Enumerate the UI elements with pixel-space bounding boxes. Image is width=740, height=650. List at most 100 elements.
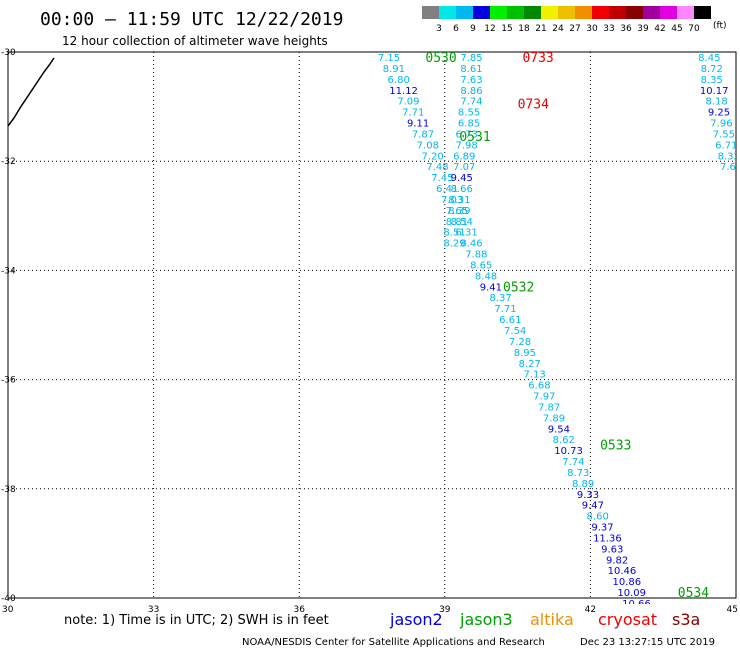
pass-time-label: 0733 — [522, 51, 553, 66]
satellite-legend: jason2 jason3 altika cryosat s3a — [389, 610, 700, 629]
swh-point: 6.61 — [499, 315, 521, 326]
color-bin-label: 70 — [688, 24, 700, 34]
plot-frame — [7, 51, 737, 599]
color-bin — [456, 6, 473, 19]
swh-point: 9.63 — [601, 544, 623, 555]
swh-point: 6.31 — [456, 228, 478, 239]
pass-time-label: 0531 — [459, 130, 490, 145]
swh-point: 9.41 — [480, 282, 502, 293]
swh-point: 7.97 — [533, 392, 555, 403]
swh-point: 7.07 — [453, 162, 475, 173]
x-tick-label: 42 — [585, 605, 596, 615]
color-bin — [490, 6, 507, 19]
swh-point: 8.27 — [519, 359, 541, 370]
swh-point: 9.54 — [548, 424, 570, 435]
swh-point: 8.81 — [446, 217, 468, 228]
coastline — [7, 57, 55, 127]
y-tick-label: -30 — [1, 48, 16, 58]
color-bin — [473, 6, 490, 19]
swh-point: 7.71 — [402, 108, 424, 119]
pass-time-label: 0734 — [518, 97, 549, 112]
satellite-legend-altika: altika — [530, 610, 574, 629]
swh-point: 7.65 — [446, 206, 468, 217]
swh-point: 8.48 — [475, 271, 497, 282]
swh-point: 7.13 — [523, 370, 545, 381]
swh-point: 8.89 — [572, 479, 594, 490]
swh-point: 9.33 — [577, 490, 599, 501]
swh-point: 6.73 — [456, 129, 478, 140]
color-bin-label: 24 — [552, 24, 564, 34]
footer-credit: NOAA/NESDIS Center for Satellite Applica… — [242, 637, 545, 648]
color-bin — [541, 6, 558, 19]
swh-point: 7.20 — [422, 151, 444, 162]
swh-point: 9.82 — [606, 555, 628, 566]
swh-point: 8.62 — [553, 435, 575, 446]
color-bin-label: 6 — [453, 24, 459, 34]
x-tick-label: 30 — [2, 605, 14, 615]
color-bin — [609, 6, 626, 19]
swh-point: 8.86 — [460, 86, 482, 97]
footer-note: note: 1) Time is in UTC; 2) SWH is in fe… — [64, 613, 329, 628]
swh-point: 8.39 — [448, 206, 470, 217]
swh-point: 7.54 — [504, 326, 526, 337]
swh-point: 8.54 — [451, 217, 473, 228]
swh-point: 10.17 — [700, 86, 729, 97]
swh-point: 8.45 — [698, 53, 720, 64]
swh-point: 8.73 — [567, 468, 589, 479]
swh-point: 10.09 — [617, 588, 646, 599]
color-bin-label: 3 — [436, 24, 442, 34]
swh-point: 9.45 — [451, 173, 473, 184]
swh-point: 7.61 — [720, 162, 740, 173]
x-tick-label: 33 — [148, 605, 159, 615]
swh-point: 10.46 — [608, 566, 637, 577]
y-tick-label: -40 — [1, 594, 16, 604]
swh-point: 6.80 — [388, 75, 410, 86]
swh-point: 7.03 — [441, 195, 463, 206]
color-bin-label: 21 — [535, 24, 546, 34]
y-tick-label: -36 — [1, 376, 16, 386]
color-bin-label: 15 — [501, 24, 512, 34]
swh-point: 9.25 — [708, 108, 730, 119]
swh-point: 11.12 — [389, 86, 418, 97]
color-bin — [643, 6, 660, 19]
swh-point: 9.47 — [582, 501, 604, 512]
color-bin — [592, 6, 609, 19]
swh-point: 8.29 — [443, 239, 465, 250]
x-tick-label: 45 — [727, 605, 738, 615]
color-bin — [575, 6, 592, 19]
swh-point: 6.41 — [436, 184, 458, 195]
swh-point: 7.63 — [460, 75, 482, 86]
swh-point: 8.37 — [489, 293, 511, 304]
swh-point: 6.89 — [453, 151, 475, 162]
swh-point: 7.88 — [465, 250, 487, 261]
color-bin-label: 45 — [671, 24, 682, 34]
swh-point: 7.74 — [562, 457, 584, 468]
axis-tick-labels: 30 33 36 39 42 45 -30 -32 -34 -36 -38 -40 — [1, 48, 738, 615]
swh-point: 8.66 — [451, 184, 473, 195]
swh-point: 7.09 — [397, 97, 419, 108]
swh-point: 8.95 — [514, 348, 536, 359]
swh-point: 8.72 — [701, 64, 723, 75]
swh-point: 6.68 — [528, 381, 550, 392]
swh-point: 7.55 — [713, 129, 735, 140]
color-bin-label: 18 — [518, 24, 530, 34]
color-bin — [507, 6, 524, 19]
footer-timestamp: Dec 23 13:27:15 UTC 2019 — [580, 637, 715, 648]
pass-time-label: 0533 — [600, 439, 631, 454]
color-bin-label: 39 — [637, 24, 649, 34]
point-group: 7.158.916.8011.127.097.719.117.877.087.2… — [378, 53, 740, 610]
swh-point: 7.85 — [460, 53, 482, 64]
color-bin-label: 27 — [569, 24, 580, 34]
swh-point: 10.66 — [622, 599, 651, 610]
swh-point: 7.74 — [460, 97, 482, 108]
swh-point: 7.71 — [494, 304, 516, 315]
swh-point: 8.65 — [470, 260, 492, 271]
swh-point: 7.89 — [543, 413, 565, 424]
color-scale-unit: (ft) — [713, 21, 727, 31]
swh-point: 7.45 — [431, 173, 453, 184]
pass-time-label: 0530 — [425, 51, 456, 66]
data-points: 7.158.916.8011.127.097.719.117.877.087.2… — [378, 53, 740, 610]
color-bin — [694, 6, 711, 19]
pass-time-label: 0532 — [503, 280, 534, 295]
color-bin-label: 12 — [484, 24, 495, 34]
